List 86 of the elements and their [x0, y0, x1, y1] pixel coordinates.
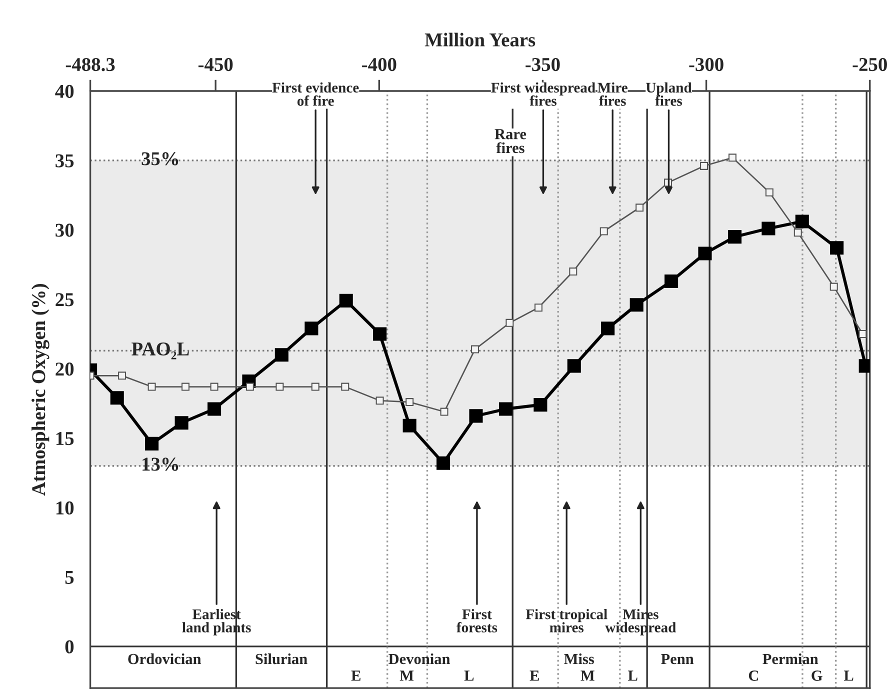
point — [698, 246, 712, 260]
x-tick-label: -350 — [526, 58, 560, 72]
point — [182, 382, 190, 391]
ref-line-label: 35% — [142, 152, 178, 166]
x-tick-label: -300 — [689, 58, 724, 72]
point — [794, 228, 802, 237]
point — [406, 398, 414, 406]
y-axis-title: Atmospheric Oxygen (%) — [32, 284, 50, 496]
annotation: M — [580, 670, 594, 681]
annotation: Ordovician — [128, 653, 202, 664]
point — [304, 322, 318, 336]
x-tick-label: -250 — [852, 58, 887, 72]
y-tick-label: 25 — [56, 293, 74, 306]
point — [276, 382, 284, 391]
point — [471, 345, 479, 354]
annotation: Miss — [564, 653, 594, 664]
point — [118, 372, 126, 380]
annotation: E — [351, 670, 360, 681]
annotation: Rare fires — [494, 129, 526, 154]
annotation: First forests — [456, 608, 498, 632]
y-tick-label: 40 — [55, 84, 74, 98]
annotation: E — [530, 670, 539, 681]
annotation: First evidence of fire — [272, 82, 359, 106]
y-tick-label: 20 — [56, 362, 74, 376]
point — [830, 241, 844, 255]
annotation: L — [464, 670, 474, 681]
point — [600, 227, 608, 236]
point — [858, 330, 867, 338]
point — [174, 416, 188, 430]
point — [341, 382, 350, 391]
point — [311, 382, 320, 391]
point — [762, 222, 776, 236]
y-tick-label: 10 — [56, 501, 74, 515]
point — [110, 391, 124, 405]
annotation: Silurian — [256, 653, 308, 664]
annotation: G — [812, 670, 822, 681]
point — [208, 402, 222, 416]
point — [569, 268, 578, 276]
point — [376, 396, 384, 405]
y-tick-label: 35 — [56, 154, 74, 168]
point — [402, 418, 416, 432]
point — [246, 382, 254, 391]
annotation: Penn — [661, 654, 694, 664]
annotation: Devonian — [388, 653, 450, 664]
x-tick-label: -400 — [362, 58, 396, 72]
point — [830, 282, 838, 291]
x-tick-label: -450 — [198, 58, 233, 72]
annotation: Mire fires — [598, 82, 628, 106]
annotation: C — [748, 670, 758, 681]
point — [728, 230, 742, 244]
point — [534, 304, 542, 312]
point — [728, 154, 736, 162]
point — [630, 298, 644, 312]
point — [210, 382, 218, 391]
point — [636, 204, 644, 212]
y-tick-label: 15 — [56, 432, 74, 446]
point — [498, 402, 513, 416]
point — [274, 348, 288, 362]
point — [765, 188, 774, 196]
annotation: L — [844, 670, 854, 681]
point — [601, 322, 615, 336]
point — [664, 274, 678, 288]
x-axis-title: Million Years — [424, 32, 536, 46]
point — [567, 359, 581, 373]
point — [373, 327, 387, 341]
annotation: Permian — [762, 653, 818, 664]
y-tick-label: 0 — [65, 640, 74, 654]
point — [534, 398, 548, 412]
annotation: Upland fires — [646, 82, 692, 106]
point — [700, 162, 708, 170]
point — [506, 318, 514, 327]
point — [436, 456, 450, 470]
point — [795, 214, 809, 228]
ref-line-label: PAO₂L — [132, 342, 189, 360]
annotation: First widespread fires — [491, 82, 596, 106]
point — [339, 294, 353, 308]
ref-line-label: 13% — [142, 458, 178, 471]
point — [145, 436, 159, 450]
point — [440, 408, 448, 416]
y-tick-label: 5 — [65, 571, 74, 584]
annotation: M — [400, 670, 414, 681]
point — [148, 382, 156, 391]
x-tick-label: -488.3 — [66, 58, 115, 72]
y-tick-label: 30 — [56, 224, 74, 237]
point — [469, 409, 483, 423]
annotation: L — [628, 670, 638, 681]
